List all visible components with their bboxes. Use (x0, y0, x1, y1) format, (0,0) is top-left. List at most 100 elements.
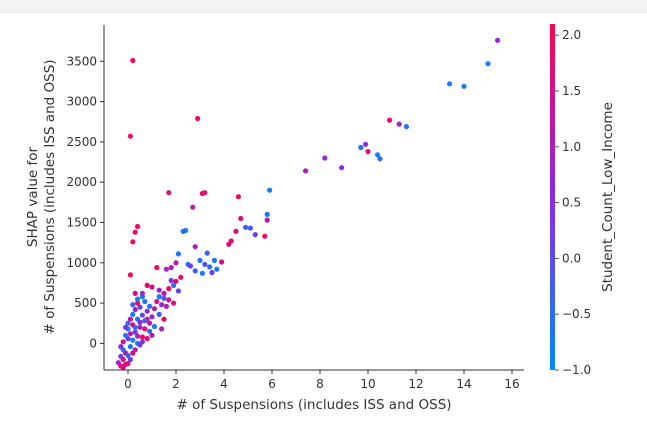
data-point (130, 337, 136, 343)
data-point (365, 149, 371, 155)
data-point (130, 302, 136, 308)
data-point (137, 319, 143, 325)
data-point (396, 121, 402, 127)
data-point (137, 304, 143, 310)
data-point (142, 318, 148, 324)
data-point (139, 290, 145, 296)
data-point (132, 347, 138, 353)
x-tick-label: 8 (316, 377, 324, 391)
data-point (130, 57, 136, 64)
data-point (262, 233, 268, 239)
data-point (142, 326, 148, 332)
scatter-points (115, 37, 501, 371)
data-point (132, 306, 138, 313)
data-point (175, 251, 181, 257)
data-point (219, 259, 225, 265)
data-point (154, 265, 160, 271)
data-point (485, 61, 491, 67)
data-point (159, 326, 165, 332)
data-point (192, 268, 198, 274)
data-point (125, 352, 131, 359)
data-point (147, 320, 153, 326)
data-point (137, 342, 143, 348)
data-point (252, 232, 258, 238)
data-point (142, 298, 148, 305)
data-point (156, 294, 162, 300)
data-point (214, 266, 220, 272)
data-point (192, 244, 198, 250)
data-point (151, 323, 157, 330)
data-point (173, 260, 179, 266)
data-point (202, 261, 208, 267)
data-point (197, 257, 203, 263)
colorbar-tick-label: 0.5 (562, 196, 581, 210)
data-point (202, 190, 208, 196)
data-point (130, 311, 136, 317)
data-point (267, 187, 273, 193)
data-point (387, 117, 393, 123)
colorbar-tick-label: 2.0 (562, 28, 581, 42)
y-tick-label: 1000 (66, 256, 97, 270)
data-point (132, 324, 138, 330)
data-point (243, 224, 249, 230)
data-point (235, 194, 241, 200)
data-point (377, 156, 383, 162)
y-axis-label-line-1: SHAP value for (25, 146, 41, 247)
data-point (163, 266, 169, 272)
y-axis-label: SHAP value for # of Suspensions (include… (25, 59, 58, 334)
data-point (187, 263, 193, 269)
data-point (204, 250, 210, 256)
data-point (127, 316, 133, 322)
data-point (180, 228, 186, 234)
x-tick-label: 4 (220, 377, 228, 391)
data-point (161, 316, 167, 322)
data-point (447, 81, 453, 87)
data-point (139, 334, 145, 340)
data-point (166, 286, 172, 292)
data-point (403, 124, 409, 130)
data-point (156, 311, 162, 317)
data-point (135, 333, 141, 339)
data-point (264, 211, 270, 217)
colorbar-tick-label: 1.0 (562, 140, 581, 154)
data-point (127, 356, 133, 363)
data-point (211, 257, 217, 263)
data-point (144, 336, 150, 342)
x-tick-label: 10 (360, 377, 375, 391)
data-point (233, 228, 239, 234)
data-point (127, 133, 133, 139)
y-tick-label: 1500 (66, 215, 97, 229)
data-point (363, 141, 369, 147)
data-point (130, 239, 136, 245)
data-point (175, 288, 181, 294)
x-tick-label: 0 (124, 377, 132, 391)
data-point (226, 241, 232, 247)
data-point (166, 190, 172, 196)
data-point (209, 269, 215, 276)
data-point (303, 168, 309, 174)
y-tick-label: 2000 (66, 175, 97, 189)
y-tick-label: 2500 (66, 135, 97, 149)
data-point (190, 204, 196, 210)
data-point (461, 83, 467, 89)
data-point (132, 290, 138, 296)
data-point (358, 144, 364, 151)
data-point (132, 329, 138, 335)
y-ticks: 0 500 1000 1500 2000 2500 3000 3500 (66, 54, 104, 350)
data-point (120, 356, 126, 363)
data-point (135, 300, 141, 306)
data-point (125, 361, 131, 367)
data-point (144, 308, 150, 314)
data-point (339, 165, 345, 171)
notebook-top-bar (0, 0, 647, 13)
x-tick-label: 6 (268, 377, 276, 391)
data-point (375, 152, 381, 158)
data-point (139, 312, 145, 318)
y-axis-label-line-2: # of Suspensions (includes ISS and OSS) (42, 59, 58, 334)
y-tick-label: 500 (74, 296, 97, 310)
y-tick-label: 3500 (66, 54, 97, 68)
data-point (159, 302, 165, 308)
data-point (238, 215, 244, 222)
data-point (127, 344, 133, 350)
